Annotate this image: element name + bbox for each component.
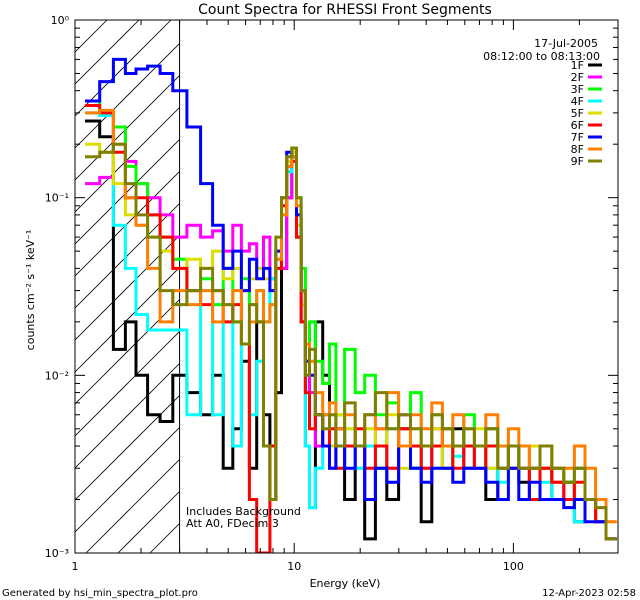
plot-frame <box>74 19 619 554</box>
series-layer <box>85 57 617 553</box>
y-axis-label: counts cm⁻² s⁻¹ keV⁻¹ <box>24 230 37 351</box>
legend-label: 7F <box>571 131 584 144</box>
hatch-line <box>75 43 180 149</box>
series-line-5F <box>85 142 617 541</box>
hatch-line <box>75 171 180 277</box>
annotation-background: Includes Background <box>186 505 301 518</box>
x-tick-label: 100 <box>503 560 524 573</box>
legend-label: 9F <box>571 155 584 168</box>
hatch-line <box>149 523 180 553</box>
hatched-region <box>75 20 181 553</box>
hatch-line <box>75 20 108 53</box>
legend-label: 3F <box>571 83 584 96</box>
x-tick-label: 1 <box>72 560 79 573</box>
hatch-line <box>75 20 140 85</box>
legend-label: 6F <box>571 119 584 132</box>
hatch-line <box>75 139 180 245</box>
x-axis: 1 10 100 <box>72 20 619 573</box>
y-tick-label: 10⁻³ <box>45 547 69 560</box>
footer-timestamp: 12-Apr-2023 02:58 <box>542 588 636 599</box>
hatch-line <box>75 235 180 341</box>
series-line-8F <box>85 108 617 524</box>
time-range-label: 08:12:00 to 08:13:00 <box>483 50 600 63</box>
hatch-line <box>75 331 180 437</box>
annotation-attenuator: Att A0, FDecim 3 <box>186 517 279 530</box>
hatch-line <box>75 395 180 501</box>
hatch-line <box>75 75 180 181</box>
x-axis-label: Energy (keV) <box>310 577 381 590</box>
hatch-line <box>75 299 180 405</box>
chart-title: Count Spectra for RHESSI Front Segments <box>198 2 492 18</box>
series-line-2F <box>85 125 617 541</box>
legend-label: 2F <box>571 71 584 84</box>
hatch-line <box>75 427 180 533</box>
y-axis: 10⁻³ 10⁻² 10⁻¹ 10⁰ <box>45 14 618 560</box>
series-line-3F <box>85 99 617 541</box>
hatch-line <box>85 459 180 553</box>
legend-label: 5F <box>571 107 584 120</box>
y-tick-label: 10⁻¹ <box>45 192 69 205</box>
legend-label: 8F <box>571 143 584 156</box>
legend-label: 4F <box>571 95 584 108</box>
series-line-4F <box>85 111 617 541</box>
footer-generated-by: Generated by hsi_min_spectra_plot.pro <box>2 588 198 599</box>
x-tick-label: 10 <box>287 560 301 573</box>
hatch-line <box>117 491 180 553</box>
hatch-line <box>75 107 180 213</box>
y-tick-label: 10⁻² <box>45 369 69 382</box>
hatch-line <box>75 267 180 373</box>
hatch-line <box>75 203 180 309</box>
hatch-line <box>75 363 180 469</box>
series-line-9F <box>85 142 617 541</box>
date-label: 17-Jul-2005 <box>534 37 598 50</box>
legend-label: 1F <box>571 59 584 72</box>
y-tick-label: 10⁰ <box>51 14 70 27</box>
